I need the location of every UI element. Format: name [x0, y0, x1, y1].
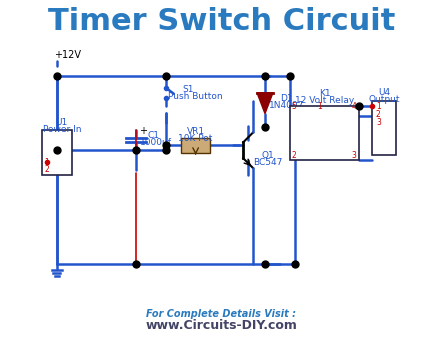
- Bar: [181, 138, 210, 153]
- Text: www.Circuits-DIY.com: www.Circuits-DIY.com: [145, 319, 297, 332]
- Text: D1: D1: [280, 94, 293, 103]
- Text: 12 Volt Relay: 12 Volt Relay: [295, 96, 354, 105]
- Polygon shape: [257, 93, 273, 114]
- Text: 2: 2: [376, 109, 381, 118]
- Text: Q1: Q1: [261, 151, 274, 160]
- Text: +12V: +12V: [54, 50, 81, 60]
- Text: 2: 2: [45, 165, 49, 174]
- Text: K1: K1: [319, 89, 330, 98]
- Text: U1: U1: [56, 118, 68, 127]
- Bar: [290, 106, 359, 160]
- Text: 2: 2: [292, 151, 296, 160]
- Text: Timer Switch Circuit: Timer Switch Circuit: [48, 7, 395, 36]
- Text: 3: 3: [376, 117, 381, 126]
- Text: BC547: BC547: [253, 158, 283, 167]
- Text: Push Button: Push Button: [168, 92, 223, 101]
- Text: Power In: Power In: [43, 125, 81, 134]
- Text: For Complete Details Visit :: For Complete Details Visit :: [146, 309, 296, 319]
- Text: +: +: [139, 126, 147, 136]
- Text: 1000uf: 1000uf: [140, 138, 172, 147]
- Text: VR1: VR1: [187, 127, 205, 136]
- Text: U4: U4: [378, 88, 390, 97]
- Text: 1N4007: 1N4007: [269, 101, 304, 110]
- Text: 1: 1: [45, 158, 49, 167]
- Text: 1: 1: [376, 102, 381, 111]
- Text: S1: S1: [182, 85, 194, 94]
- Text: C1: C1: [147, 131, 159, 140]
- Bar: [42, 130, 72, 175]
- Text: 3: 3: [351, 151, 356, 160]
- Text: 10K Pot: 10K Pot: [179, 134, 213, 143]
- Text: 5: 5: [292, 102, 297, 111]
- Text: 1: 1: [318, 102, 322, 111]
- Text: Output: Output: [368, 95, 400, 104]
- Text: 4: 4: [351, 102, 356, 111]
- Bar: [372, 101, 396, 155]
